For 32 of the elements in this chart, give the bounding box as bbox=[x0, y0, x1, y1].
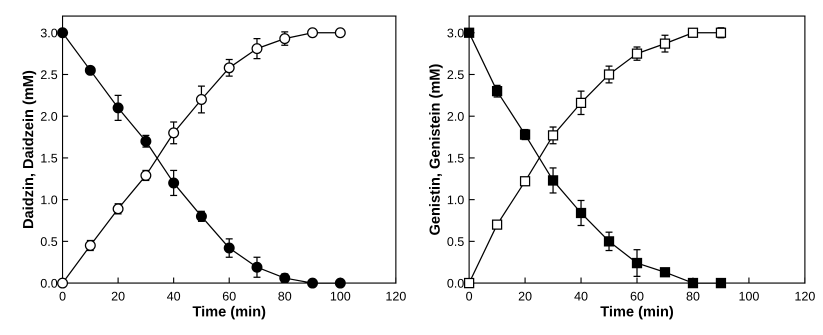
x-tick-label: 40 bbox=[574, 292, 588, 301]
x-tick-label: 40 bbox=[166, 292, 180, 301]
y-tick-label: 2.0 bbox=[448, 112, 464, 121]
y-tick-label: 0.5 bbox=[40, 237, 58, 246]
y-tick-label: 0.5 bbox=[447, 237, 464, 246]
y-tick-label: 0.0 bbox=[40, 278, 58, 288]
y-tick-label: 3.0 bbox=[447, 28, 464, 38]
x-axis-title: Time (min) bbox=[600, 306, 674, 320]
x-tick-label: 0 bbox=[60, 292, 66, 301]
x-tick-label: 20 bbox=[112, 292, 125, 301]
x-tick-label: 0 bbox=[466, 292, 472, 301]
x-tick-label: 120 bbox=[795, 292, 815, 301]
y-tick-label: 2.5 bbox=[448, 70, 464, 80]
x-tick-label: 120 bbox=[386, 292, 406, 301]
y-tick-label: 1.0 bbox=[41, 195, 58, 204]
y-tick-label: 0.0 bbox=[447, 278, 464, 288]
y-axis-title: Genistin, Genistein (mM) bbox=[429, 64, 443, 235]
y-tick-label: 3.0 bbox=[40, 28, 58, 38]
y-tick-label: 1.5 bbox=[448, 154, 464, 163]
x-tick-label: 80 bbox=[686, 292, 700, 301]
y-axis-title: Daidzin, Daidzein (mM) bbox=[22, 70, 36, 228]
y-tick-label: 1.5 bbox=[41, 154, 58, 163]
y-tick-label: 2.0 bbox=[40, 112, 58, 121]
x-tick-label: 20 bbox=[518, 292, 532, 301]
y-tick-label: 2.5 bbox=[40, 70, 58, 80]
x-tick-label: 100 bbox=[739, 292, 759, 301]
x-tick-label: 100 bbox=[330, 292, 350, 301]
x-tick-label: 80 bbox=[278, 292, 292, 301]
x-tick-label: 60 bbox=[222, 292, 236, 301]
y-tick-label: 1.0 bbox=[448, 195, 464, 204]
x-axis-title: Time (min) bbox=[192, 306, 266, 320]
x-tick-label: 60 bbox=[630, 292, 644, 301]
